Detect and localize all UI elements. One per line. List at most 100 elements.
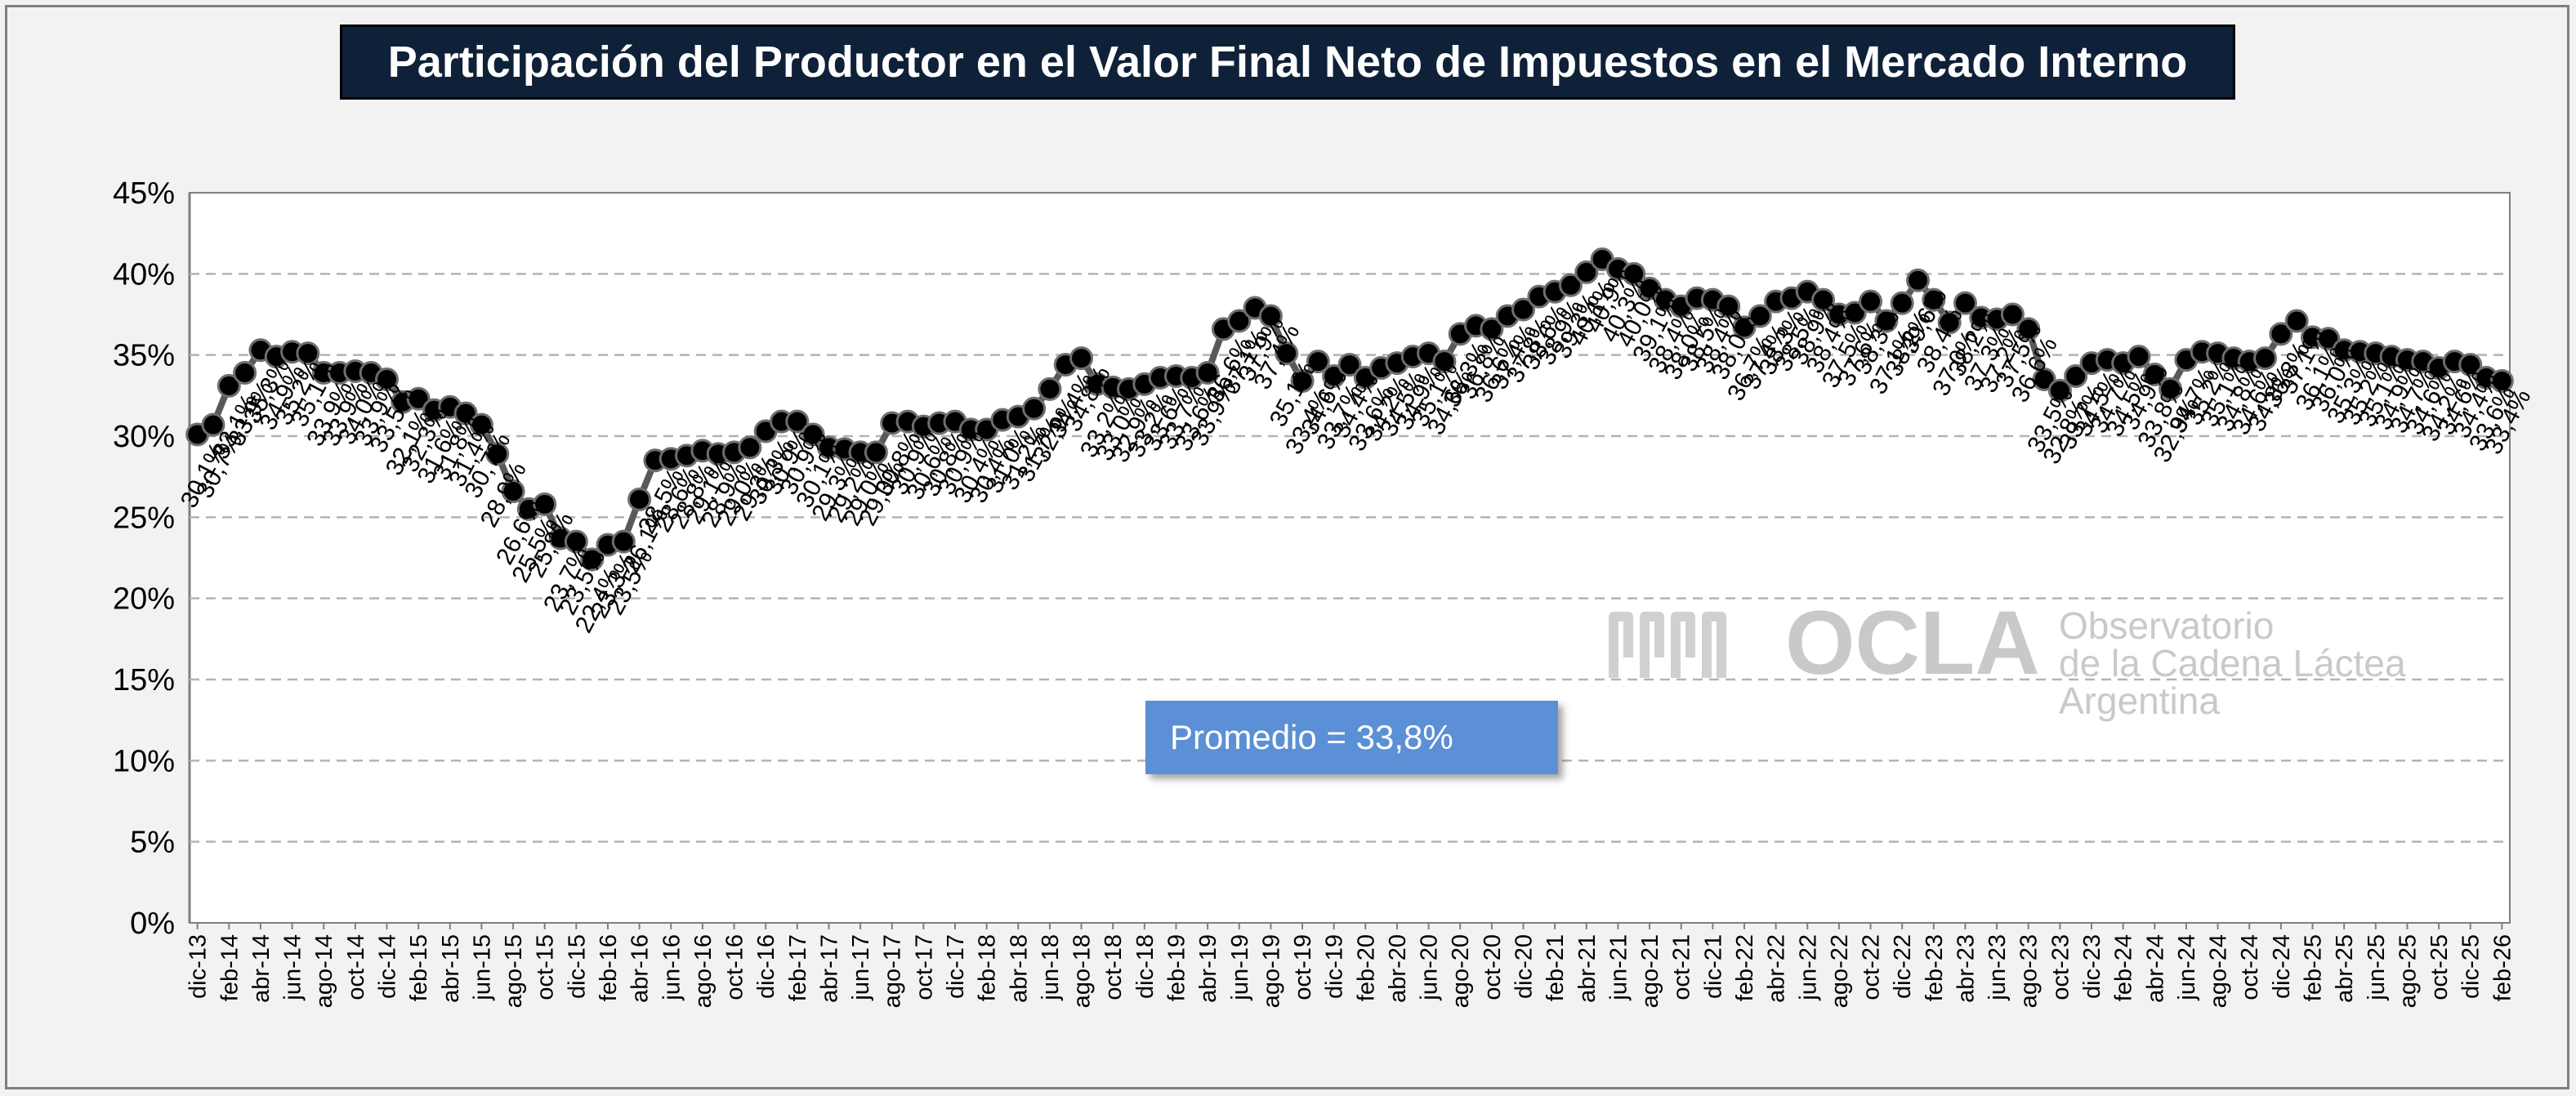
data-point <box>2047 378 2072 403</box>
data-point <box>1480 317 1504 341</box>
data-point <box>2064 363 2088 388</box>
data-point <box>1874 309 1899 333</box>
data-point <box>1337 353 1362 377</box>
x-tick-label: abr-23 <box>1953 934 1979 1003</box>
y-tick-label: 30% <box>113 420 175 454</box>
x-tick-label: feb-15 <box>406 934 432 1001</box>
chart-title: Participación del Productor en el Valor … <box>387 38 2188 87</box>
x-tick-label: dic-17 <box>943 934 969 999</box>
x-tick-label: dic-24 <box>2269 934 2295 999</box>
x-tick-label: feb-19 <box>1163 934 1190 1001</box>
x-tick-label: jun-20 <box>1417 934 1443 1001</box>
data-point <box>2489 368 2514 393</box>
average-annotation-text: Promedio = 33,8% <box>1170 718 1453 756</box>
y-tick-label: 35% <box>113 339 175 373</box>
data-point <box>469 412 493 437</box>
x-tick-label: oct-18 <box>1100 934 1127 1000</box>
data-point <box>1953 291 1977 315</box>
data-point <box>2032 367 2056 391</box>
data-point <box>1227 309 1252 333</box>
x-tick-label: jun-24 <box>2174 934 2200 1001</box>
watermark-line-2: de la Cadena Láctea <box>2059 642 2406 684</box>
x-tick-label: jun-16 <box>659 934 685 1001</box>
data-point <box>864 440 888 465</box>
watermark-line-1: Observatorio <box>2059 604 2274 647</box>
x-tick-label: jun-18 <box>1038 934 1064 1001</box>
data-point <box>1574 260 1599 284</box>
x-tick-label: oct-16 <box>722 934 748 1000</box>
data-point <box>738 435 762 460</box>
data-point <box>1922 287 1946 312</box>
x-tick-label: abr-18 <box>1006 934 1032 1003</box>
x-tick-label: ago-20 <box>1448 934 1474 1008</box>
data-point <box>2127 345 2151 369</box>
x-tick-label: feb-21 <box>1542 934 1569 1001</box>
chart-title-box: Participación del Productor en el Valor … <box>340 25 2235 100</box>
x-tick-label: abr-20 <box>1385 934 1411 1003</box>
x-tick-label: abr-14 <box>248 934 275 1003</box>
watermark-ocla: OCLA <box>1785 593 2040 693</box>
ocla-watermark: OCLA Observatorio de la Cadena Láctea Ar… <box>1609 593 2406 722</box>
data-point <box>1022 396 1047 421</box>
x-tick-label: jun-17 <box>848 934 874 1001</box>
x-tick-label: jun-14 <box>280 934 306 1001</box>
x-tick-label: feb-17 <box>785 934 811 1001</box>
data-point <box>627 487 652 511</box>
watermark-line-3: Argentina <box>2059 679 2220 722</box>
data-point <box>2016 317 2041 341</box>
x-tick-label: abr-21 <box>1574 934 1601 1003</box>
x-tick-label: oct-22 <box>1859 934 1885 1000</box>
x-tick-label: feb-16 <box>596 934 622 1001</box>
series-layer <box>185 247 2514 572</box>
x-tick-label: feb-18 <box>975 934 1001 1001</box>
data-point <box>1717 294 1741 319</box>
x-tick-label: oct-20 <box>1480 934 1506 1000</box>
data-point <box>785 409 810 434</box>
x-tick-label: dic-25 <box>2458 934 2484 999</box>
x-tick-label: abr-22 <box>1764 934 1790 1003</box>
data-point <box>1038 376 1062 401</box>
data-point <box>485 442 510 466</box>
x-tick-label: jun-23 <box>1984 934 2011 1001</box>
x-tick-label: oct-21 <box>1669 934 1695 1000</box>
data-point <box>233 361 257 385</box>
data-point <box>1275 341 1299 366</box>
data-point <box>533 492 557 516</box>
x-tick-label: dic-20 <box>1511 934 1538 999</box>
data-point <box>580 547 605 572</box>
data-point <box>1890 291 1914 315</box>
data-point <box>501 479 525 504</box>
data-point <box>1069 346 1094 371</box>
data-point <box>2000 302 2025 327</box>
x-tick-label: feb-14 <box>217 934 243 1001</box>
data-point <box>201 412 225 437</box>
data-point <box>2316 327 2341 351</box>
x-tick-label: ago-17 <box>880 934 906 1008</box>
y-tick-label: 15% <box>113 663 175 697</box>
data-point <box>1732 315 1757 340</box>
x-tick-label: dic-21 <box>1700 934 1726 999</box>
x-tick-label: oct-23 <box>2047 934 2074 1000</box>
data-point <box>1306 350 1330 374</box>
data-point <box>453 401 478 425</box>
x-tick-label: oct-19 <box>1290 934 1316 1000</box>
x-tick-label: dic-18 <box>1132 934 1159 999</box>
x-tick-label: dic-14 <box>374 934 400 999</box>
x-tick-label: dic-19 <box>1322 934 1348 999</box>
data-point <box>2458 353 2483 377</box>
x-tick-label: jun-21 <box>1605 934 1632 1001</box>
data-point <box>1842 301 1867 325</box>
data-point <box>1748 304 1772 328</box>
data-point <box>2269 322 2293 346</box>
x-tick-label: ago-14 <box>311 934 337 1008</box>
x-tick-label: feb-26 <box>2489 934 2516 1001</box>
x-tick-label: ago-22 <box>1827 934 1853 1008</box>
x-tick-label: oct-17 <box>911 934 937 1000</box>
x-axis-ticks: dic-13 feb-14 abr-14 jun-14 ago-14 oct-14 dic-… <box>185 923 2516 1008</box>
x-tick-label: ago-25 <box>2395 934 2421 1008</box>
plot-area <box>189 192 2511 924</box>
x-tick-label: dic-22 <box>1890 934 1916 999</box>
data-point <box>2142 363 2167 387</box>
x-tick-label: abr-25 <box>2332 934 2358 1003</box>
x-tick-label: oct-24 <box>2237 934 2263 1000</box>
